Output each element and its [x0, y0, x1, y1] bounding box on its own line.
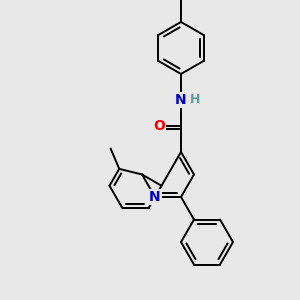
Text: N: N: [175, 93, 187, 107]
Text: N: N: [149, 190, 161, 204]
Text: O: O: [153, 119, 165, 133]
Text: H: H: [190, 94, 200, 106]
